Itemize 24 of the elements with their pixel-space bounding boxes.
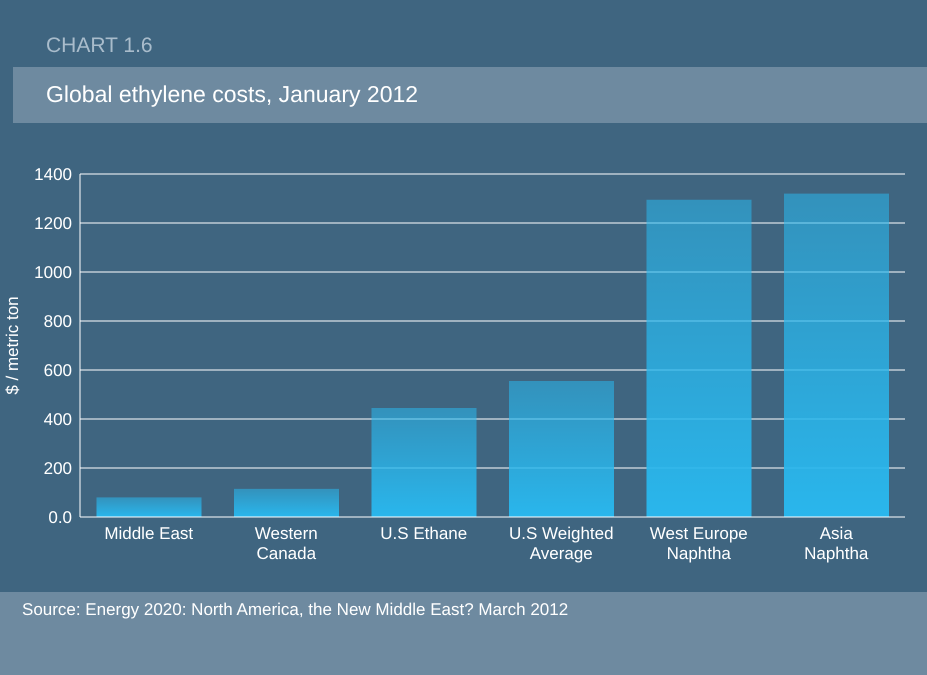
chart-subtitle: CHART 1.6 xyxy=(46,34,153,58)
x-tick-label: West Europe Naphtha xyxy=(650,524,748,563)
bar xyxy=(784,194,889,517)
y-tick-label: 1400 xyxy=(34,165,72,184)
bar xyxy=(646,200,752,517)
bar xyxy=(372,408,476,517)
x-tick-label: U.S Ethane xyxy=(380,524,468,543)
bar xyxy=(234,488,339,517)
y-tick-label: 1000 xyxy=(34,263,72,282)
y-tick-label: 200 xyxy=(44,459,72,478)
bar xyxy=(509,381,614,517)
y-tick-label: 800 xyxy=(44,312,72,332)
y-tick-label: 400 xyxy=(44,410,72,430)
x-tick-label: Asia Naphtha xyxy=(804,524,869,563)
y-axis-title: $ / metric ton xyxy=(3,296,22,395)
y-tick-label: 1200 xyxy=(34,214,72,234)
source-note: Source: Energy 2020: North America, the New Middle East? March 2012 xyxy=(22,600,568,620)
y-tick-label: 0.0 xyxy=(48,508,72,528)
bar xyxy=(96,497,202,517)
y-tick-label: 600 xyxy=(44,361,72,380)
x-tick-label: U.S Weighted Average xyxy=(508,524,614,563)
x-tick-label: Western Canada xyxy=(254,524,318,563)
x-tick-label: Middle East xyxy=(104,524,194,543)
chart-title: Global ethylene costs, January 2012 xyxy=(46,81,418,108)
